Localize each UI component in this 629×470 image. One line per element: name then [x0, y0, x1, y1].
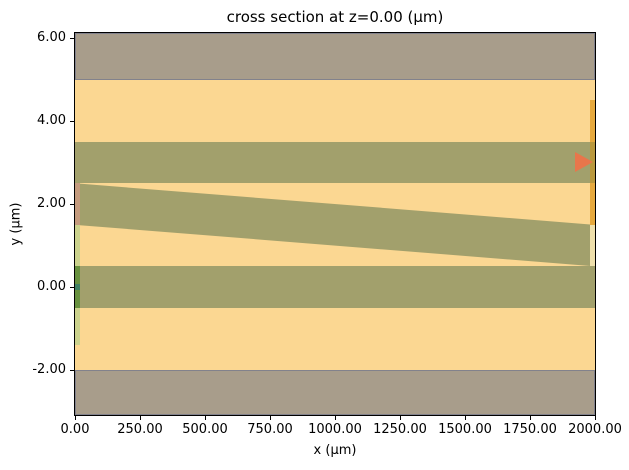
y-tick-4	[70, 370, 74, 372]
source-strip-segment-1	[75, 224, 80, 267]
direction-arrow-icon	[574, 151, 593, 172]
y-tick-label-2: 2.00	[37, 196, 66, 212]
x-tick-3	[270, 416, 271, 420]
x-tick-label-0: 0.00	[60, 422, 90, 437]
olive-layer-1	[75, 266, 595, 308]
x-tick-label-1: 250.00	[117, 422, 163, 437]
x-tick-label-6: 1500.00	[438, 422, 492, 437]
y-tick-label-4: -2.00	[32, 362, 66, 378]
x-tick-label-3: 750.00	[247, 422, 293, 437]
y-tick-3	[70, 287, 74, 289]
y-tick-label-1: 4.00	[37, 113, 66, 129]
x-tick-8	[595, 416, 596, 420]
y-tick-label-3: 0.00	[37, 279, 66, 295]
x-tick-0	[75, 416, 76, 420]
y-tick-2	[70, 204, 74, 206]
source-strip-segment-3	[75, 307, 80, 346]
y-tick-0	[70, 37, 74, 39]
olive-layer-0	[75, 141, 595, 184]
source-strip-segment-0	[75, 183, 80, 225]
x-tick-5	[400, 416, 401, 420]
monitor-strip-segment-0	[590, 100, 595, 142]
x-tick-2	[205, 416, 206, 420]
y-tick-label-0: 6.00	[37, 29, 66, 45]
monitor-strip-segment-2	[590, 183, 595, 225]
x-tick-label-8: 2000.00	[568, 422, 622, 437]
plot-area	[74, 32, 596, 416]
x-tick-6	[465, 416, 466, 420]
y-tick-1	[70, 121, 74, 123]
plot-title: cross section at z=0.00 (μm)	[226, 8, 444, 26]
monitor-strip-segment-3	[590, 224, 595, 267]
pml-boundary-band-1	[75, 370, 595, 415]
x-axis-label: x (μm)	[313, 443, 357, 458]
x-tick-label-7: 1750.00	[503, 422, 557, 437]
pml-boundary-band-0	[75, 33, 595, 80]
x-tick-1	[140, 416, 141, 420]
x-tick-7	[530, 416, 531, 420]
x-tick-label-5: 1250.00	[373, 422, 427, 437]
x-tick-label-4: 1000.00	[308, 422, 362, 437]
source-center-marker	[75, 284, 80, 291]
x-tick-label-2: 500.00	[182, 422, 228, 437]
x-tick-4	[335, 416, 336, 420]
